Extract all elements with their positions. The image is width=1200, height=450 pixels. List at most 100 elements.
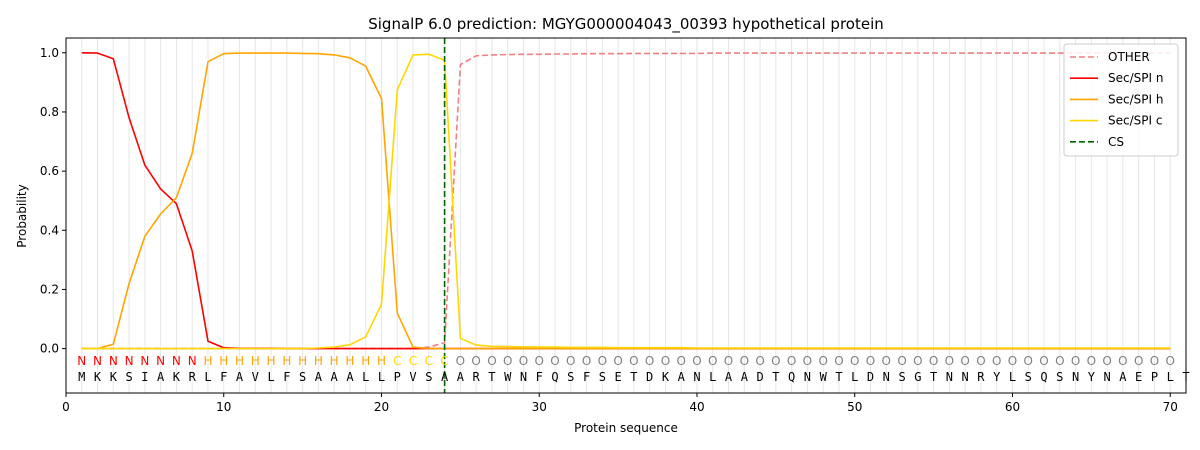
sequence-residue: F [583, 370, 590, 384]
sequence-residue: N [520, 370, 527, 384]
sequence-residue: R [189, 370, 197, 384]
state-label: O [1150, 354, 1159, 368]
sequence-residue: A [441, 370, 449, 384]
sequence-residue: K [173, 370, 181, 384]
sequence-residue: T [630, 370, 637, 384]
sequence-residue: D [756, 370, 763, 384]
series-line-other [81, 52, 1171, 350]
x-tick-label: 30 [532, 400, 547, 414]
sequence-residue: D [867, 370, 874, 384]
sequence-residue: Y [1088, 370, 1096, 384]
state-label: C [425, 354, 433, 368]
sequence-residue: N [883, 370, 890, 384]
sequence-residue: F [283, 370, 290, 384]
state-label: O [1008, 354, 1017, 368]
sequence-residue: S [299, 370, 306, 384]
x-tick-label: 20 [374, 400, 389, 414]
sequence-residue: I [141, 370, 148, 384]
state-label: O [755, 354, 764, 368]
state-label: O [550, 354, 559, 368]
series-line-sec-spi-h [81, 52, 1171, 350]
sequence-residue: D [646, 370, 653, 384]
sequence-residue: A [457, 370, 465, 384]
state-label: O [1039, 354, 1048, 368]
sequence-residue: V [252, 370, 259, 384]
sequence-residue: L [851, 370, 858, 384]
state-label: O [834, 354, 843, 368]
state-label: O [1071, 354, 1080, 368]
state-label: H [345, 354, 354, 368]
state-label: N [156, 354, 165, 368]
state-label: N [93, 354, 102, 368]
sequence-residue: T [835, 370, 842, 384]
y-tick-label: 0.2 [40, 282, 59, 296]
state-label: N [140, 354, 149, 368]
state-label: O [613, 354, 622, 368]
y-tick-label: 0.6 [40, 164, 59, 178]
state-label: O [566, 354, 575, 368]
state-label: O [1102, 354, 1111, 368]
sequence-residue: E [614, 370, 621, 384]
legend-label: Sec/SPI n [1108, 71, 1163, 85]
sequence-residue: T [930, 370, 937, 384]
state-label: O [1134, 354, 1143, 368]
x-tick-label: 50 [847, 400, 862, 414]
sequence-residue: G [914, 370, 921, 384]
sequence-residue: L [378, 370, 385, 384]
chart-title: SignalP 6.0 prediction: MGYG000004043_00… [368, 15, 884, 34]
state-label: O [929, 354, 938, 368]
state-label: H [219, 354, 228, 368]
state-label: O [976, 354, 985, 368]
sequence-residue: L [267, 370, 274, 384]
x-tick-label: 60 [1005, 400, 1020, 414]
sequence-residue: R [473, 370, 481, 384]
sequence-residue: N [693, 370, 700, 384]
state-label: O [945, 354, 954, 368]
sequence-residue: W [504, 370, 512, 384]
sequence-residue: S [599, 370, 606, 384]
state-label: O [456, 354, 465, 368]
sequence-residue: L [204, 370, 211, 384]
legend-label: OTHER [1108, 50, 1150, 64]
series-line-sec-spi-n [81, 52, 1171, 350]
state-label: H [282, 354, 291, 368]
state-label: O [882, 354, 891, 368]
state-label: O [818, 354, 827, 368]
state-label: O [1055, 354, 1064, 368]
sequence-residue: W [820, 370, 828, 384]
sequence-residue: A [678, 370, 686, 384]
state-label: O [787, 354, 796, 368]
sequence-residue: K [110, 370, 118, 384]
legend-box [1063, 43, 1179, 157]
x-tick-label: 70 [1163, 400, 1178, 414]
sequence-residue: P [394, 370, 401, 384]
state-label: O [1118, 354, 1127, 368]
legend-label: Sec/SPI c [1108, 114, 1162, 128]
sequence-residue: F [536, 370, 543, 384]
state-label: O [850, 354, 859, 368]
state-label: O [866, 354, 875, 368]
state-label: O [992, 354, 1001, 368]
state-label: H [314, 354, 323, 368]
state-label: O [803, 354, 812, 368]
x-tick-label: 10 [216, 400, 231, 414]
y-tick-label: 0.0 [40, 342, 59, 356]
legend: OTHER Sec/SPI n Sec/SPI h Sec/SPI c CS [1063, 43, 1179, 157]
x-tick-label: 0 [62, 400, 70, 414]
sequence-residue: A [157, 370, 165, 384]
sequence-residue: N [1104, 370, 1111, 384]
state-label: O [692, 354, 701, 368]
sequence-residue: A [331, 370, 339, 384]
sequence-residue: N [946, 370, 953, 384]
sequence-residue: A [346, 370, 354, 384]
sequence-residue: S [125, 370, 132, 384]
sequence-residue: T [772, 370, 779, 384]
state-label: O [913, 354, 922, 368]
sequence-residue: L [362, 370, 369, 384]
state-label: O [708, 354, 717, 368]
state-label: O [582, 354, 591, 368]
y-tick-label: 0.4 [40, 223, 59, 237]
state-label: C [409, 354, 417, 368]
sequence-residue: A [741, 370, 749, 384]
